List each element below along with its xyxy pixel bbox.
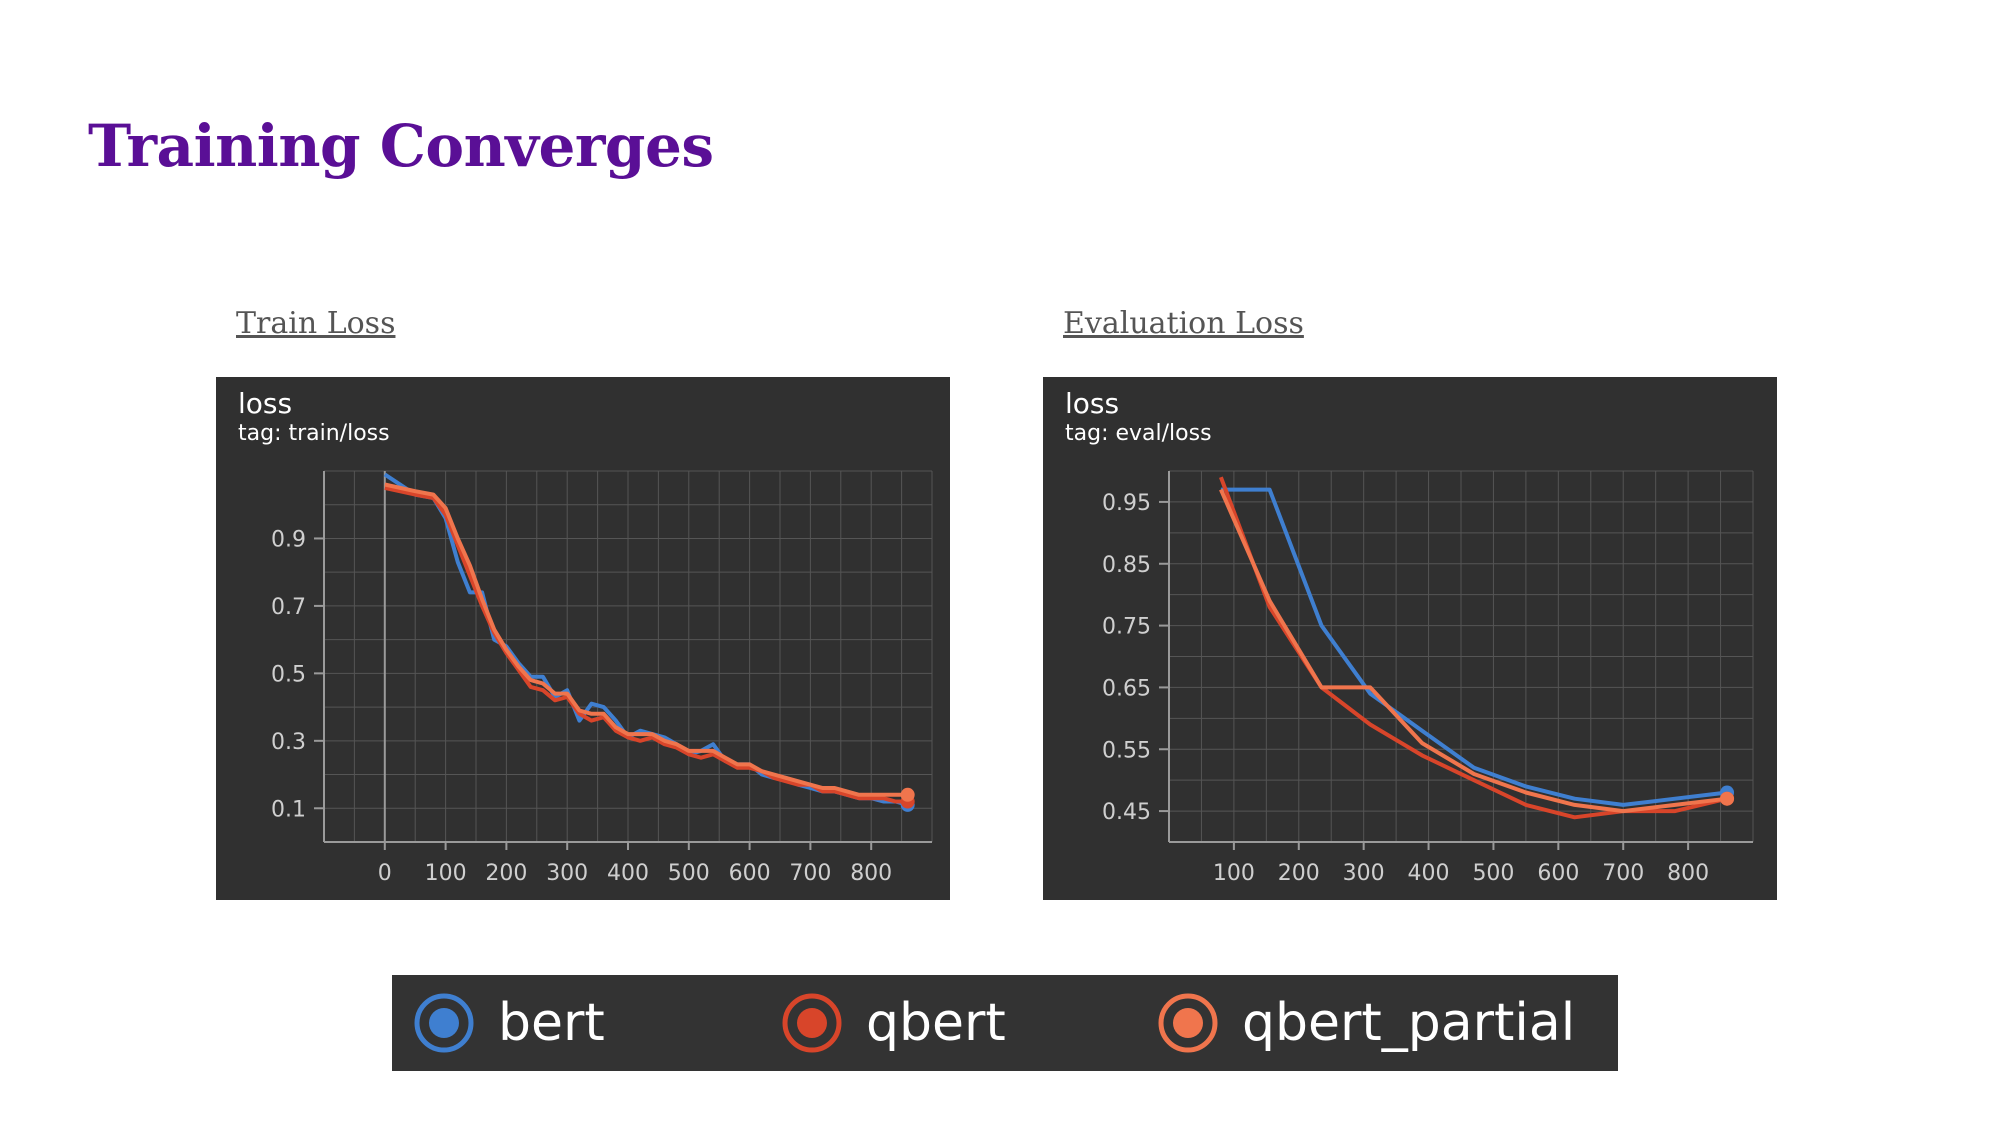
x-tick-label: 700 [1602,861,1644,886]
legend-dot-bert [429,1008,459,1038]
x-tick-label: 600 [729,861,771,886]
train-loss-panel: loss tag: train/loss 0 100 200 300 400 500 600… [216,377,950,900]
eval-loss-chart: 100 200 300 400 500 600 700 800 0.45 0.55 0.65 0.75… [1102,470,1754,886]
legend-ring-qbert [782,993,842,1053]
y-tick-label: 0.5 [271,662,306,687]
legend: bert qbert qbert_partial [392,975,1618,1071]
eval-chart-tag: tag: eval/loss [1065,421,1212,446]
slide-title: Training Converges [88,112,714,180]
legend-label-bert: bert [498,993,605,1053]
x-tick-label: 200 [1278,861,1320,886]
train-chart-tag: tag: train/loss [238,421,390,446]
series-line-bert [1220,487,1728,807]
y-tick-label: 0.45 [1102,800,1151,825]
legend-ring-bert [414,993,474,1053]
x-tick-label: 300 [546,861,588,886]
eval-loss-caption[interactable]: Evaluation Loss [1063,306,1304,341]
legend-dot-qbert [797,1008,827,1038]
x-tick-label: 600 [1537,861,1579,886]
train-loss-caption[interactable]: Train Loss [236,306,396,341]
train-chart-title: loss [238,387,293,420]
y-tick-label: 0.65 [1102,676,1151,701]
series-end-point-qbert-partial [1720,791,1735,806]
train-loss-chart: 0 100 200 300 400 500 600 700 800 0.1 0.3 0.5 0.7 0.9 [271,470,933,886]
x-tick-label: 500 [1472,861,1514,886]
legend-marker-bert-icon [414,993,474,1053]
series-end-point-qbert-partial [900,787,915,802]
legend-dot-qbert-partial [1173,1008,1203,1038]
x-tick-label: 800 [1667,861,1709,886]
eval-chart-title: loss [1065,387,1120,420]
eval-loss-panel: loss tag: eval/loss 100 200 300 400 500 600 70… [1043,377,1777,900]
series-line-qbert-partial [384,482,908,797]
x-tick-label: 200 [485,861,527,886]
legend-marker-qbert-partial-icon [1158,993,1218,1053]
y-tick-label: 0.55 [1102,738,1151,763]
series-line-qbert-partial [1219,488,1728,814]
x-tick-label: 0 [378,861,392,886]
legend-item-qbert[interactable]: qbert [780,975,1006,1071]
legend-label-qbert-partial: qbert_partial [1242,993,1576,1053]
x-tick-label: 500 [668,861,710,886]
y-tick-label: 0.95 [1102,491,1151,516]
x-tick-label: 800 [850,861,892,886]
y-tick-label: 0.85 [1102,553,1151,578]
y-tick-label: 0.1 [271,797,306,822]
legend-ring-qbert-partial [1158,993,1218,1053]
legend-marker-qbert-icon [782,993,842,1053]
x-tick-label: 300 [1343,861,1385,886]
x-tick-label: 400 [1408,861,1450,886]
legend-item-bert[interactable]: bert [412,975,605,1071]
x-tick-label: 700 [789,861,831,886]
legend-item-qbert-partial[interactable]: qbert_partial [1156,975,1575,1071]
y-tick-label: 0.9 [271,527,306,552]
x-tick-label: 100 [425,861,467,886]
y-tick-label: 0.3 [271,730,306,755]
y-tick-label: 0.7 [271,595,306,620]
x-tick-label: 100 [1213,861,1255,886]
series-line-qbert [384,485,908,804]
legend-label-qbert: qbert [866,993,1006,1053]
y-tick-label: 0.75 [1102,615,1151,640]
x-tick-label: 400 [607,861,649,886]
